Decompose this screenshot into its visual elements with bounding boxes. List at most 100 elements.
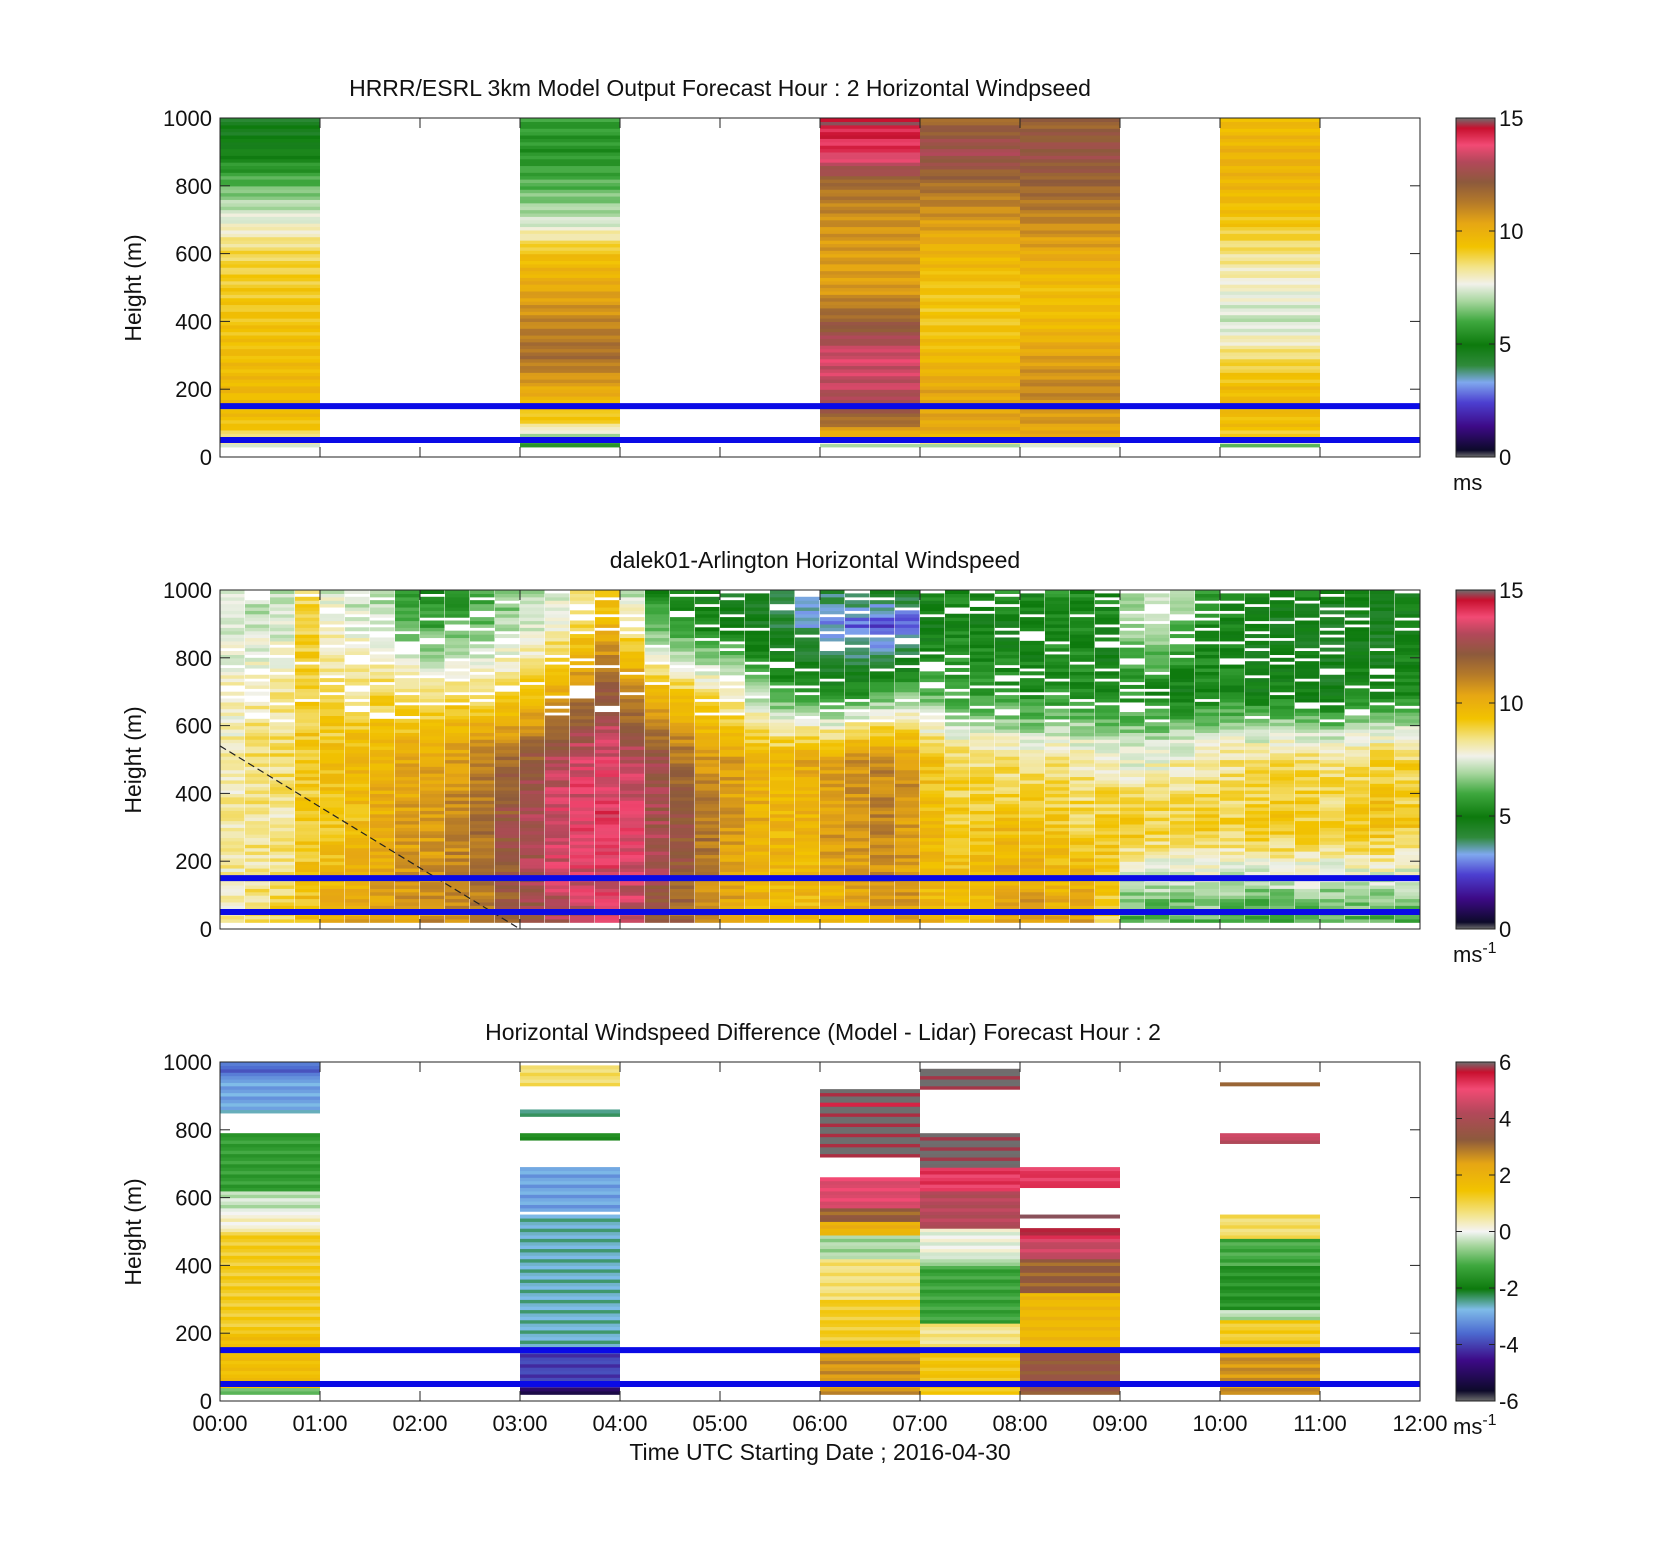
heatmap-cell	[820, 297, 920, 302]
heatmap-cell	[545, 871, 570, 876]
heatmap-cell	[1120, 678, 1145, 683]
heatmap-cell	[445, 752, 470, 757]
heatmap-cell	[895, 708, 920, 713]
heatmap-cell	[620, 820, 645, 825]
heatmap-cell	[1295, 840, 1320, 845]
heatmap-cell	[1345, 796, 1370, 801]
heatmap-cell	[1170, 790, 1195, 794]
heatmap-cell	[545, 793, 570, 798]
heatmap-cell	[745, 606, 770, 611]
heatmap-cell	[1095, 613, 1120, 618]
heatmap-cell	[1220, 304, 1320, 309]
heatmap-cell	[745, 705, 770, 710]
heatmap-cell	[920, 834, 945, 839]
heatmap-cell	[220, 847, 245, 852]
heatmap-cell	[1245, 678, 1270, 683]
heatmap-cell	[220, 321, 320, 326]
heatmap-cell	[370, 640, 395, 645]
heatmap-cell	[995, 844, 1020, 849]
heatmap-cell	[545, 745, 570, 750]
heatmap-cell	[745, 867, 770, 872]
heatmap-cell	[1120, 783, 1145, 788]
heatmap-cell	[745, 644, 770, 649]
heatmap-cell	[1370, 708, 1395, 713]
heatmap-cell	[1045, 806, 1070, 811]
heatmap-cell	[570, 715, 595, 720]
heatmap-cell	[845, 898, 870, 903]
heatmap-cell	[495, 722, 520, 727]
heatmap-cell	[720, 749, 745, 754]
heatmap-cell	[1220, 270, 1320, 275]
heatmap-cell	[620, 661, 645, 666]
heatmap-cell	[345, 888, 370, 893]
heatmap-cell	[295, 654, 320, 659]
heatmap-cell	[495, 888, 520, 893]
heatmap-cell	[445, 671, 470, 676]
heatmap-cell	[1145, 630, 1170, 635]
heatmap-cell	[1395, 888, 1420, 893]
heatmap-cell	[920, 263, 1020, 268]
heatmap-cell	[1220, 287, 1320, 292]
heatmap-cell	[345, 667, 370, 672]
heatmap-cell	[895, 915, 920, 920]
heatmap-cell	[395, 901, 420, 906]
heatmap-cell	[320, 857, 345, 862]
heatmap-cell	[770, 857, 795, 862]
heatmap-cell	[670, 647, 695, 652]
heatmap-cell	[595, 610, 620, 615]
heatmap-cell	[920, 334, 1020, 339]
heatmap-cell	[670, 776, 695, 781]
heatmap-cell	[395, 698, 420, 703]
heatmap-cell	[220, 158, 320, 163]
heatmap-cell	[420, 695, 445, 700]
heatmap-cell	[570, 803, 595, 808]
heatmap-cell	[470, 918, 495, 923]
heatmap-cell	[1120, 827, 1145, 832]
heatmap-cell	[795, 671, 820, 676]
heatmap-cell	[820, 790, 845, 794]
heatmap-cell	[620, 813, 645, 818]
heatmap-cell	[845, 901, 870, 906]
heatmap-cell	[395, 854, 420, 859]
heatmap-cell	[470, 688, 495, 693]
heatmap-cell	[345, 752, 370, 757]
heatmap-cell	[995, 854, 1020, 859]
heatmap-cell	[470, 735, 495, 740]
heatmap-cell	[220, 338, 320, 343]
heatmap-cell	[1345, 698, 1370, 703]
heatmap-cell	[220, 613, 245, 618]
heatmap-cell	[820, 891, 845, 896]
heatmap-cell	[620, 752, 645, 757]
heatmap-cell	[520, 806, 545, 811]
heatmap-cell	[520, 854, 545, 859]
heatmap-cell	[1195, 745, 1220, 750]
heatmap-cell	[470, 837, 495, 842]
heatmap-cell	[995, 752, 1020, 757]
heatmap-cell	[420, 817, 445, 822]
heatmap-cell	[620, 779, 645, 784]
heatmap-cell	[220, 806, 245, 811]
heatmap-cell	[695, 600, 720, 605]
heatmap-cell	[470, 678, 495, 683]
heatmap-cell	[895, 590, 920, 594]
heatmap-cell	[495, 613, 520, 618]
heatmap-cell	[845, 779, 870, 784]
heatmap-cell	[1220, 392, 1320, 397]
heatmap-cell	[220, 678, 245, 683]
heatmap-cell	[945, 630, 970, 635]
heatmap-cell	[945, 864, 970, 869]
heatmap-cell	[595, 590, 620, 594]
heatmap-cell	[1220, 195, 1320, 200]
heatmap-cell	[520, 691, 545, 696]
heatmap-cell	[845, 790, 870, 794]
heatmap-cell	[1245, 691, 1270, 696]
heatmap-cell	[1295, 712, 1320, 717]
heatmap-cell	[1020, 884, 1045, 889]
heatmap-cell	[520, 810, 545, 815]
heatmap-cell	[1195, 657, 1220, 662]
heatmap-cell	[220, 240, 320, 245]
heatmap-cell	[745, 888, 770, 893]
heatmap-cell	[345, 779, 370, 784]
heatmap-cell	[245, 732, 270, 737]
heatmap-cell	[1045, 888, 1070, 893]
